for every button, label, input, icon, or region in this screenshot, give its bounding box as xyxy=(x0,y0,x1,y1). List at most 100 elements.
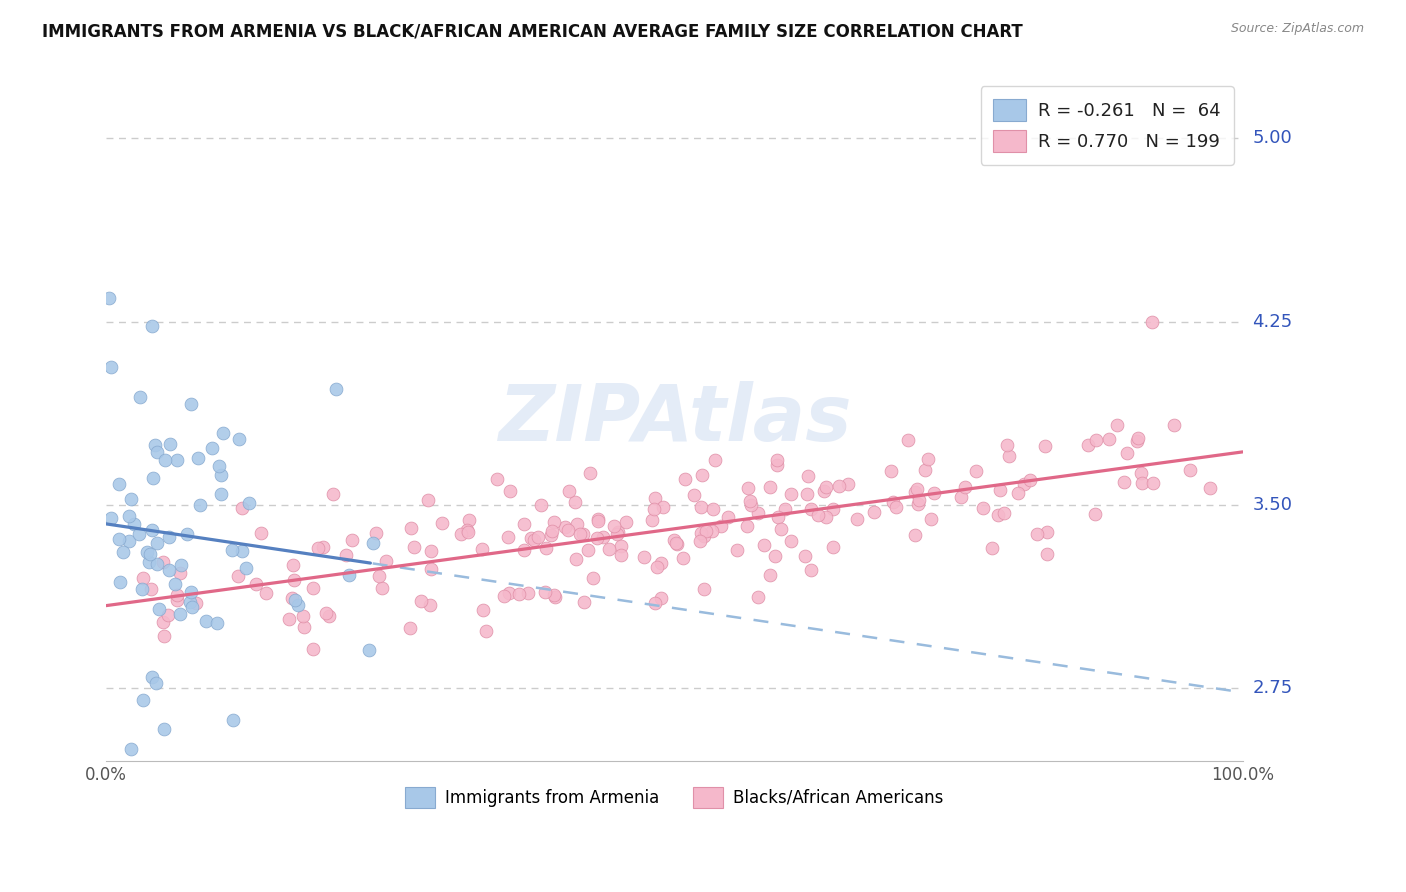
Point xyxy=(128,526,150,541)
Point xyxy=(644,491,666,505)
Point xyxy=(924,486,946,500)
Point xyxy=(287,598,309,612)
Point xyxy=(554,520,576,534)
Point xyxy=(689,526,711,541)
Point xyxy=(897,434,920,448)
Point xyxy=(340,533,363,548)
Point xyxy=(145,676,167,690)
Point xyxy=(586,512,609,526)
Point xyxy=(972,500,994,515)
Point xyxy=(582,571,605,585)
Point xyxy=(540,528,562,542)
Point xyxy=(530,498,553,512)
Point xyxy=(235,561,257,575)
Point xyxy=(740,494,762,508)
Point xyxy=(769,522,792,536)
Point xyxy=(773,501,796,516)
Point xyxy=(152,629,174,643)
Point xyxy=(337,568,360,582)
Point xyxy=(693,529,716,543)
Point xyxy=(416,493,439,508)
Point xyxy=(139,548,162,562)
Point xyxy=(281,591,304,606)
Point xyxy=(645,560,668,574)
Point xyxy=(598,541,620,556)
Point xyxy=(322,487,344,501)
Point xyxy=(904,528,927,542)
Point xyxy=(301,581,323,595)
Point xyxy=(157,607,180,622)
Point xyxy=(430,516,453,530)
Point xyxy=(644,596,666,610)
Point xyxy=(209,486,232,500)
Point xyxy=(1018,473,1040,487)
Text: ZIPAtlas: ZIPAtlas xyxy=(498,381,851,458)
Point xyxy=(307,541,329,555)
Point xyxy=(1125,434,1147,448)
Point xyxy=(796,486,818,500)
Point xyxy=(821,502,844,516)
Point xyxy=(780,487,803,501)
Point xyxy=(578,467,600,481)
Point xyxy=(610,548,633,562)
Point xyxy=(420,543,443,558)
Point xyxy=(107,477,129,491)
Point xyxy=(814,510,837,524)
Point xyxy=(768,509,790,524)
Point xyxy=(117,509,139,524)
Point xyxy=(254,586,277,600)
Point xyxy=(212,425,235,440)
Point xyxy=(108,574,131,589)
Point xyxy=(815,480,838,494)
Point xyxy=(949,490,972,504)
Point xyxy=(250,525,273,540)
Point xyxy=(404,540,426,554)
Point xyxy=(132,693,155,707)
Point xyxy=(163,577,186,591)
Point xyxy=(1112,475,1135,489)
Point xyxy=(527,530,550,544)
Point xyxy=(603,518,626,533)
Point xyxy=(145,438,167,452)
Point xyxy=(1036,548,1059,562)
Point xyxy=(586,531,609,545)
Point xyxy=(737,482,759,496)
Point xyxy=(689,534,711,549)
Text: Source: ZipAtlas.com: Source: ZipAtlas.com xyxy=(1230,22,1364,36)
Point xyxy=(169,566,191,581)
Point xyxy=(965,464,987,478)
Point xyxy=(170,558,193,572)
Point xyxy=(159,436,181,450)
Point xyxy=(1085,434,1108,448)
Point xyxy=(780,533,803,548)
Point xyxy=(1026,527,1049,541)
Point xyxy=(312,541,335,555)
Point xyxy=(148,602,170,616)
Point xyxy=(690,500,713,515)
Point xyxy=(209,468,232,483)
Point xyxy=(513,542,536,557)
Point xyxy=(665,536,688,550)
Point xyxy=(231,544,253,558)
Point xyxy=(882,495,904,509)
Point xyxy=(606,526,628,541)
Point xyxy=(800,563,823,577)
Point xyxy=(543,515,565,529)
Point xyxy=(176,527,198,541)
Point xyxy=(283,558,305,572)
Point xyxy=(1012,477,1035,491)
Point xyxy=(572,527,595,541)
Point xyxy=(1163,418,1185,433)
Point xyxy=(904,485,927,500)
Point xyxy=(207,459,229,474)
Point xyxy=(1077,438,1099,452)
Point xyxy=(672,551,695,566)
Point xyxy=(766,458,789,472)
Point xyxy=(399,622,422,636)
Point xyxy=(194,615,217,629)
Point xyxy=(152,615,174,630)
Point xyxy=(188,498,211,512)
Point xyxy=(725,543,748,558)
Point xyxy=(1084,507,1107,521)
Point xyxy=(508,586,530,600)
